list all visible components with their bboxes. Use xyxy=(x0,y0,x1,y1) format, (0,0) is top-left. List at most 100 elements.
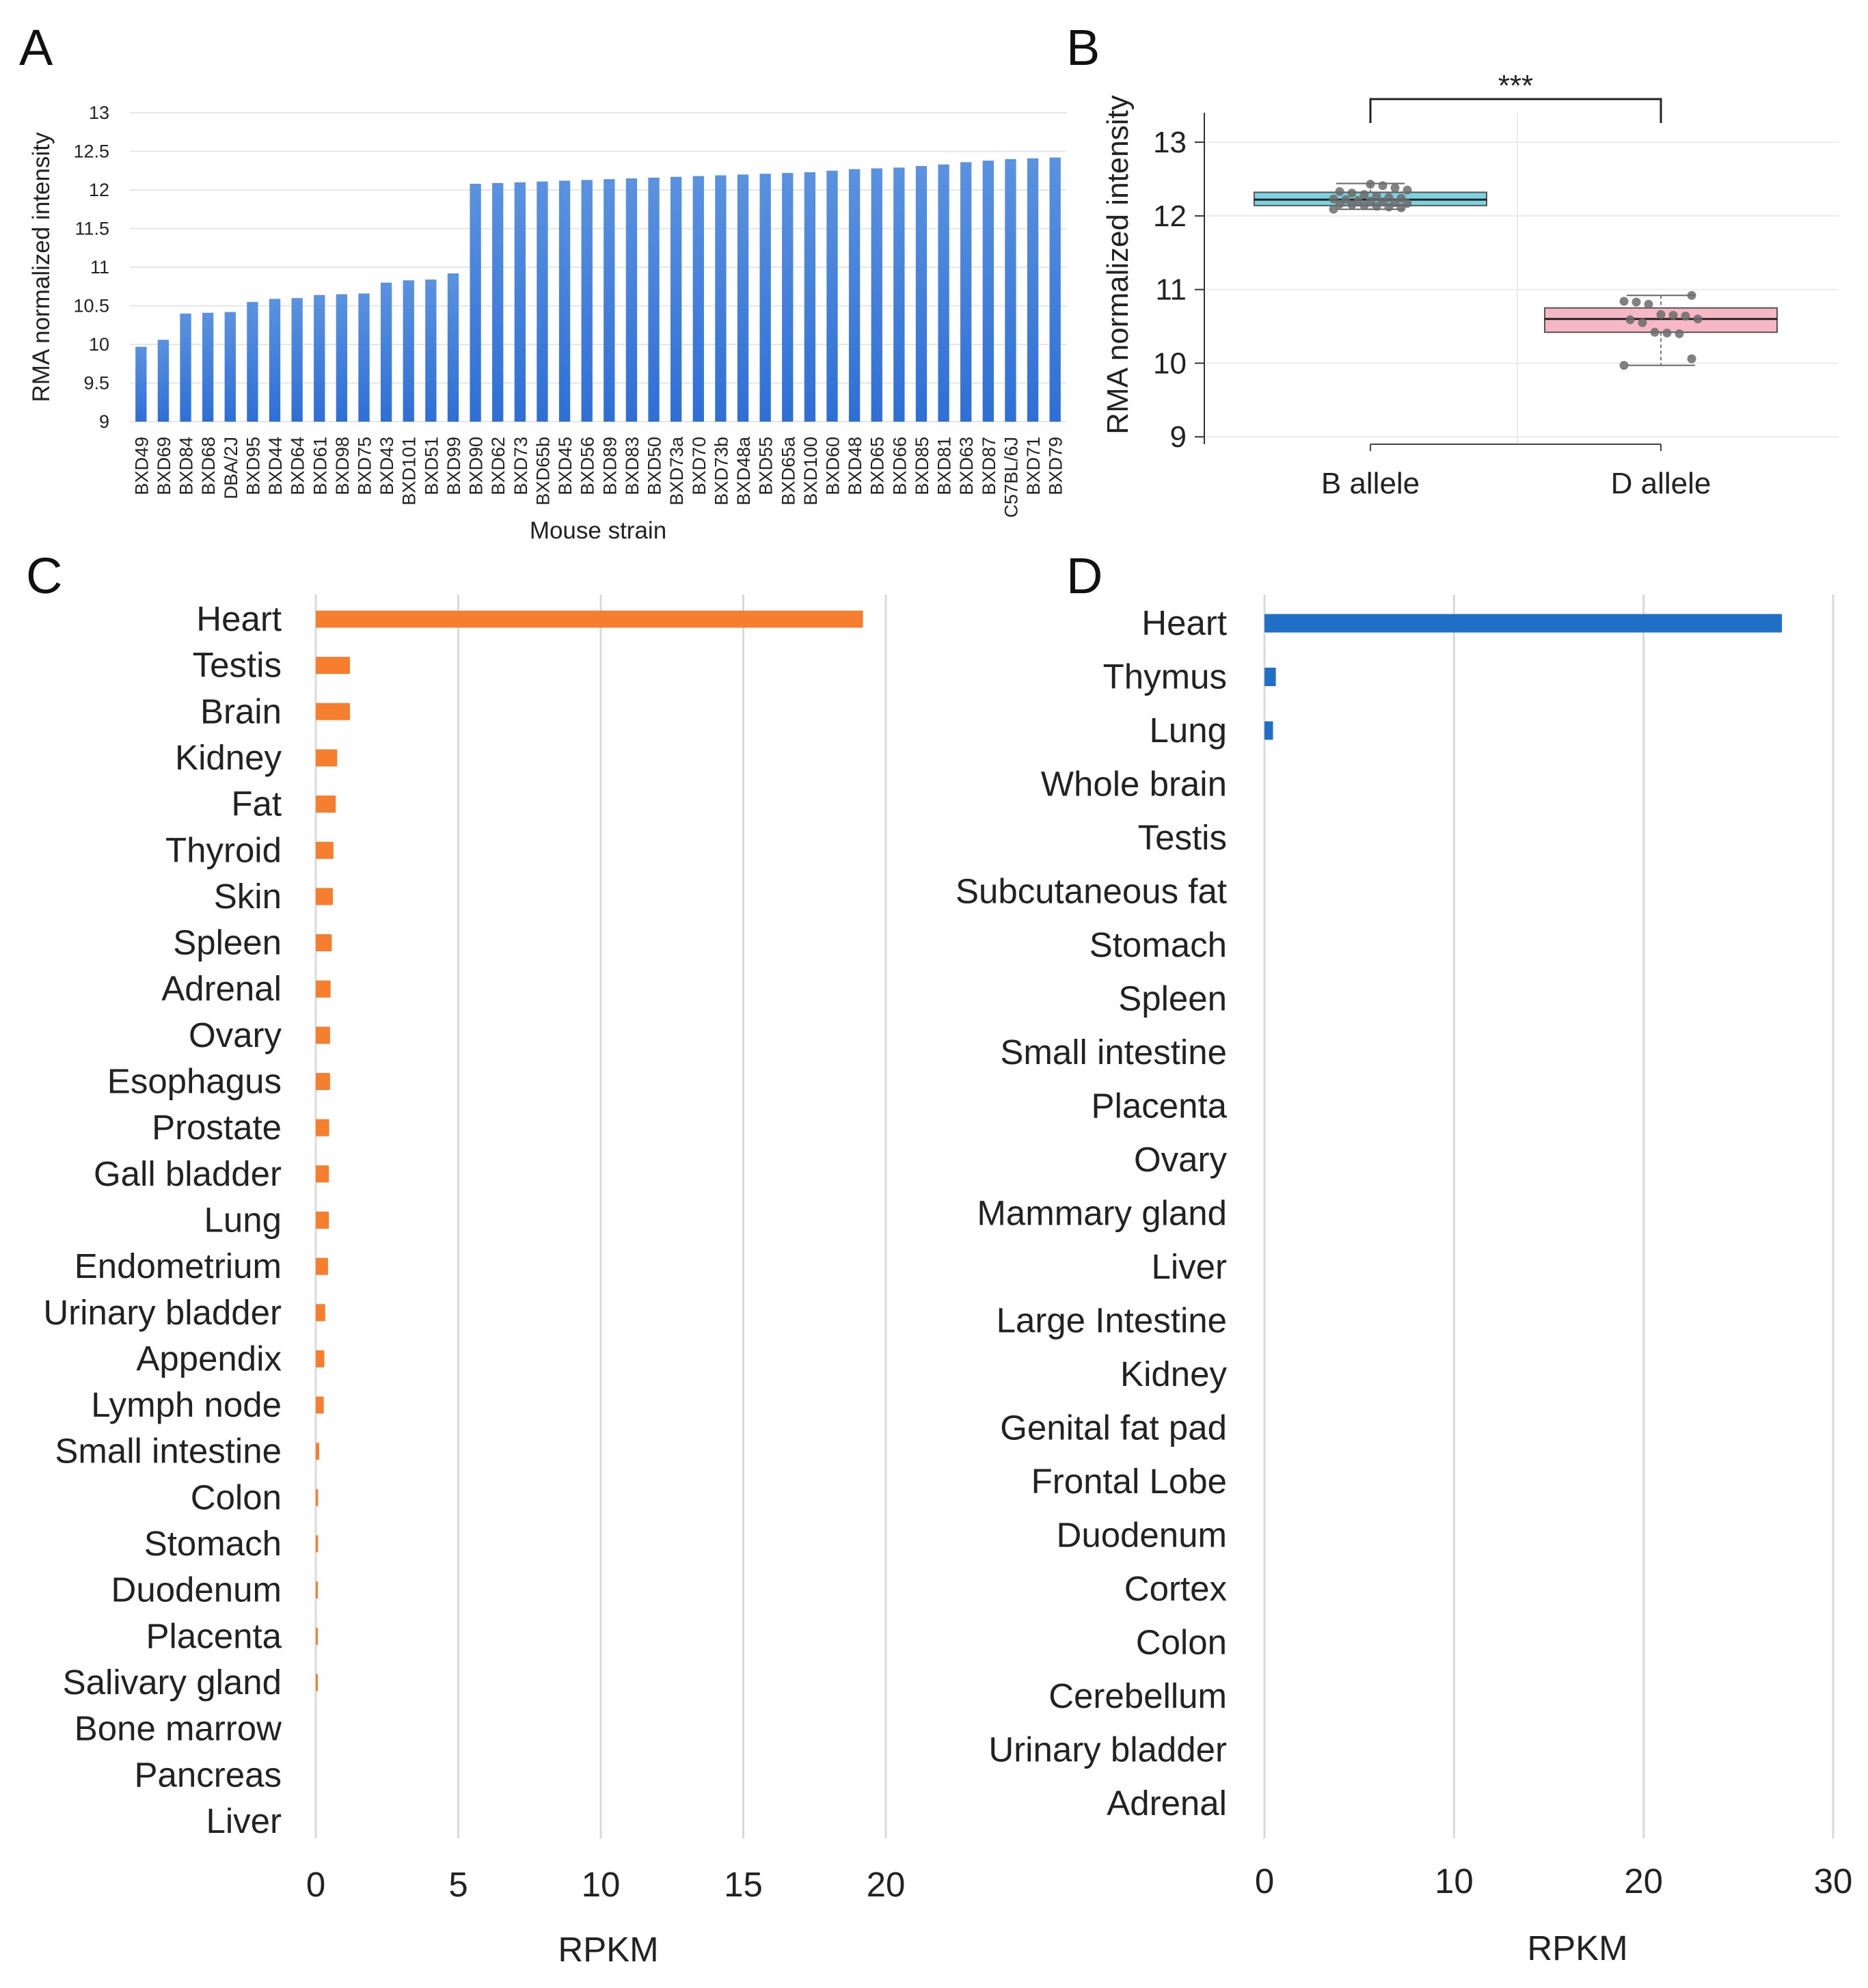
x-tick-label: BXD44 xyxy=(265,437,286,495)
bar xyxy=(316,1674,318,1691)
category-label: Frontal Lobe xyxy=(1031,1462,1227,1501)
chart-d: 0 10 20 30 Heart Thymus Lung Whole brain Testis S… xyxy=(956,595,1852,1967)
bar xyxy=(316,1119,329,1136)
data-point xyxy=(1403,185,1412,195)
category-label: Subcutaneous fat xyxy=(956,872,1227,911)
bar xyxy=(316,749,338,767)
x-tick-label: 20 xyxy=(867,1865,906,1904)
category-label: Adrenal xyxy=(161,969,282,1008)
data-point xyxy=(1329,194,1338,204)
bar xyxy=(316,841,334,859)
bar xyxy=(759,174,771,422)
y-tick-label: 11 xyxy=(90,257,109,277)
bar xyxy=(625,178,638,422)
x-tick-label: BXD79 xyxy=(1046,437,1066,495)
y-tick-label: 12 xyxy=(89,180,109,200)
bar xyxy=(316,1350,325,1367)
bar xyxy=(316,1073,330,1090)
bar xyxy=(470,183,481,422)
data-point xyxy=(1687,354,1696,364)
bar xyxy=(316,1211,329,1229)
category-label: Lung xyxy=(1150,711,1227,750)
bar xyxy=(1264,614,1783,633)
category-label: Duodenum xyxy=(1057,1516,1228,1555)
x-tick-label: BXD101 xyxy=(399,437,420,506)
bar xyxy=(224,312,236,422)
data-point xyxy=(1372,202,1381,211)
bar xyxy=(692,176,704,422)
data-point xyxy=(1403,199,1412,208)
data-point xyxy=(1372,191,1381,201)
x-tick-label: 30 xyxy=(1814,1862,1853,1901)
bar xyxy=(581,180,593,422)
category-label: Colon xyxy=(191,1478,282,1516)
group-label: D allele xyxy=(1611,467,1711,500)
bar xyxy=(558,180,571,422)
bar xyxy=(1049,157,1061,422)
category-label: Whole brain xyxy=(1041,765,1227,804)
x-tick-label: BXD87 xyxy=(979,437,999,495)
category-label: Endometrium xyxy=(75,1247,282,1285)
bar xyxy=(316,795,336,813)
category-label: Testis xyxy=(1138,818,1227,857)
x-tick-label: BXD71 xyxy=(1023,437,1044,495)
x-tick-label: BXD75 xyxy=(355,437,375,495)
data-point xyxy=(1693,314,1703,324)
x-tick-label: 15 xyxy=(724,1865,763,1904)
category-label: Adrenal xyxy=(1107,1784,1227,1823)
data-point xyxy=(1329,204,1338,214)
bar xyxy=(316,934,332,952)
y-tick-label: 12.5 xyxy=(73,141,109,162)
data-point xyxy=(1650,327,1660,337)
data-point xyxy=(1359,201,1369,210)
x-tick-label: BXD73a xyxy=(666,436,687,506)
y-tick-label: 11.5 xyxy=(75,219,109,239)
category-label: Urinary bladder xyxy=(43,1293,282,1332)
x-tick-label: BXD55 xyxy=(756,437,776,495)
bar xyxy=(135,346,147,422)
x-tick-label: BXD65 xyxy=(867,437,888,495)
bar xyxy=(403,280,414,422)
data-point xyxy=(1396,193,1406,203)
category-label: Heart xyxy=(1141,603,1227,642)
category-label: Lymph node xyxy=(91,1385,282,1424)
y-tick-label: 9 xyxy=(1170,420,1187,454)
data-point xyxy=(1681,311,1690,321)
bar xyxy=(316,1304,325,1322)
panel-letter-a: A xyxy=(19,19,53,76)
category-label: Fat xyxy=(231,785,282,823)
data-point xyxy=(1644,299,1653,309)
category-label: Lung xyxy=(204,1200,282,1239)
category-label: Brain xyxy=(200,692,282,731)
x-axis-label: RPKM xyxy=(558,1930,658,1969)
category-label: Duodenum xyxy=(111,1570,282,1609)
category-label: Esophagus xyxy=(107,1062,282,1101)
x-tick-label: BXD61 xyxy=(310,437,330,495)
category-label: Stomach xyxy=(144,1524,282,1563)
category-label: Thymus xyxy=(1103,657,1227,696)
x-tick-label: DBA/2J xyxy=(221,437,241,500)
x-tick-label: BXD100 xyxy=(800,437,821,506)
y-tick-label: 12 xyxy=(1153,200,1187,233)
bar xyxy=(648,177,660,422)
bar xyxy=(737,174,749,422)
x-tick-label: 0 xyxy=(306,1865,325,1904)
category-label: Stomach xyxy=(1089,925,1227,964)
x-tick-label: BXD65a xyxy=(778,436,798,506)
x-tick-label: BXD68 xyxy=(198,437,219,495)
bar xyxy=(447,273,459,422)
x-tick-label: BXD84 xyxy=(176,437,197,495)
bar xyxy=(514,182,526,422)
category-label: Gall bladder xyxy=(94,1154,282,1193)
data-point xyxy=(1687,290,1696,300)
x-tick-label: 10 xyxy=(1435,1862,1474,1901)
data-point xyxy=(1662,328,1672,338)
data-point xyxy=(1335,200,1344,209)
data-point xyxy=(1335,187,1344,196)
category-label: Cortex xyxy=(1124,1569,1227,1608)
y-axis-label: RMA normalized intensity xyxy=(1101,95,1135,434)
data-point xyxy=(1384,193,1394,202)
x-tick-label: BXD95 xyxy=(243,437,263,495)
data-point xyxy=(1675,329,1684,338)
